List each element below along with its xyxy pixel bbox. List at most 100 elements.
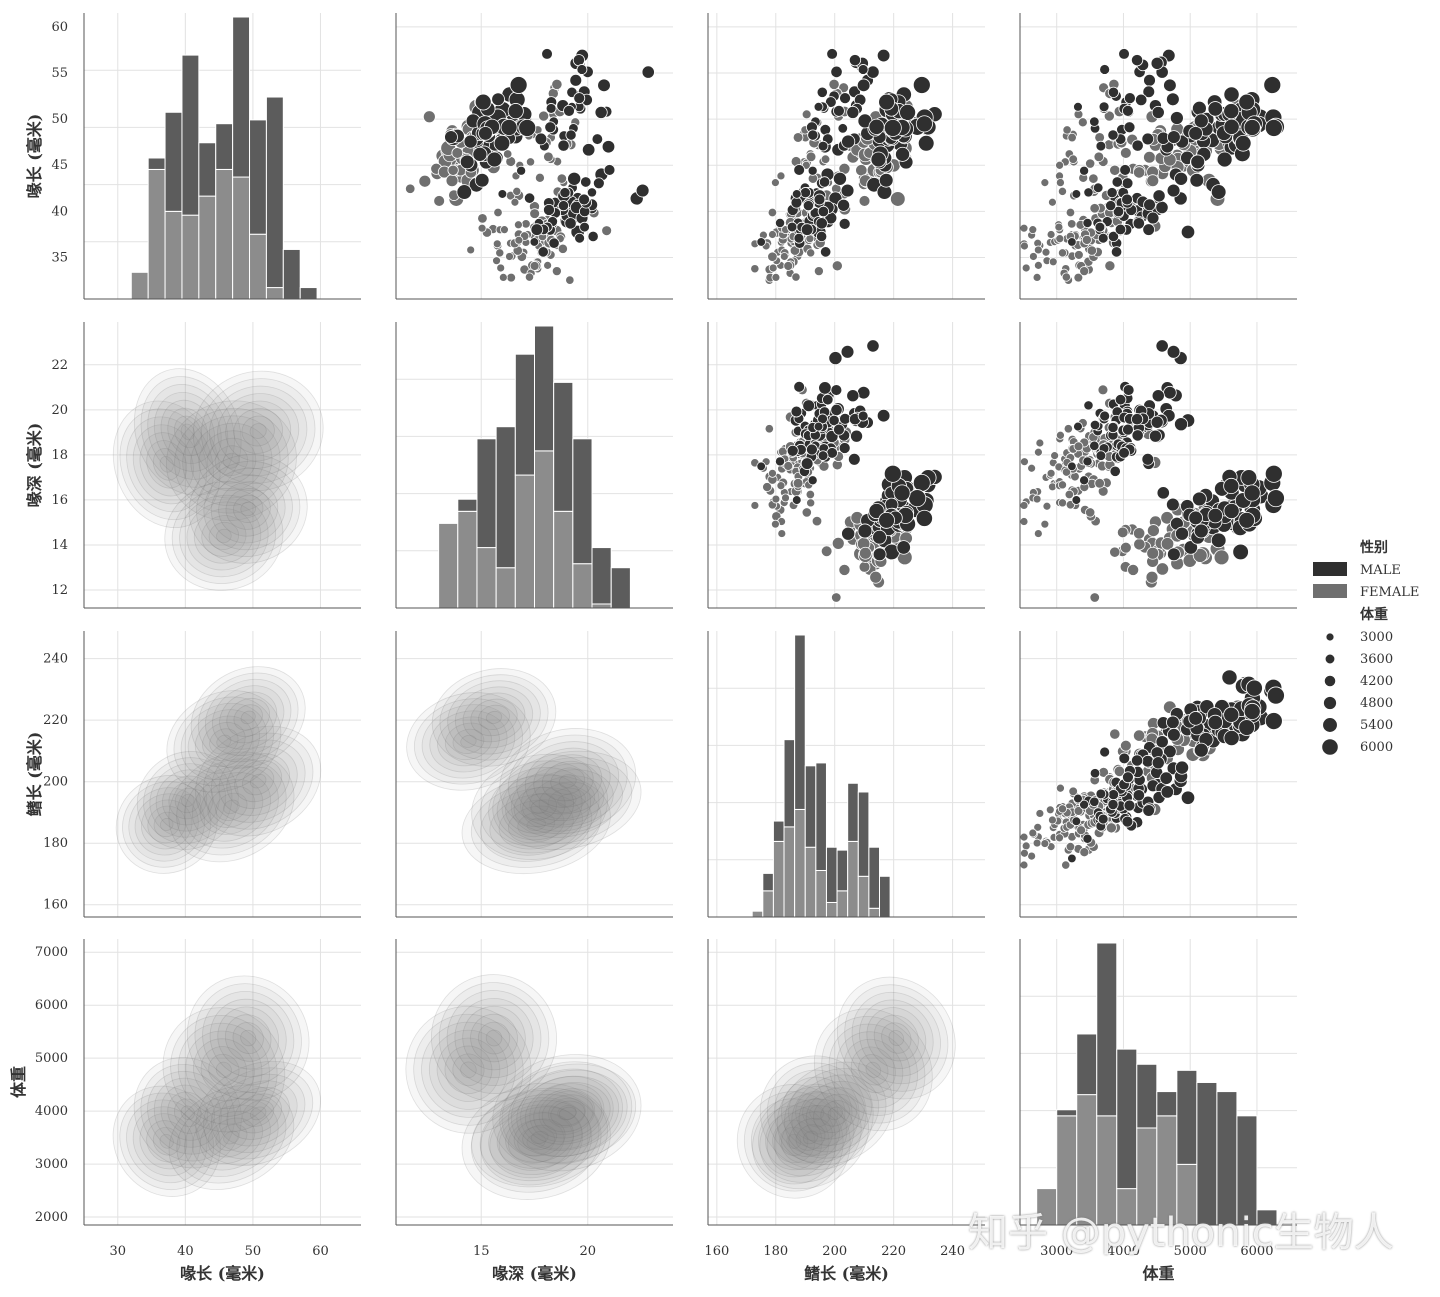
kde-layers — [112, 975, 321, 1197]
kde-contour — [776, 1061, 894, 1166]
scatter-point — [771, 519, 780, 529]
hist-bar-female — [181, 214, 200, 300]
kde-contour — [199, 779, 264, 835]
scatter-point — [1150, 56, 1164, 70]
kde-contour — [195, 1060, 321, 1166]
scatter-point — [790, 405, 803, 418]
scatter-point — [802, 200, 814, 212]
kde-contour — [202, 721, 246, 761]
scatter-point — [783, 261, 794, 271]
kde-contour — [160, 399, 215, 464]
scatter-point — [1166, 345, 1181, 359]
kde-contour — [813, 1093, 858, 1133]
scatter-point — [870, 151, 887, 168]
scatter-point — [1083, 187, 1094, 198]
scatter-point — [805, 489, 816, 500]
scatter-point — [530, 223, 544, 236]
hist-bar-male — [181, 54, 200, 216]
y-tick-label: 16 — [51, 493, 68, 508]
scatter-point — [1055, 783, 1065, 793]
scatter-point — [578, 193, 590, 206]
scatter-point — [597, 78, 611, 93]
scatter-point — [1064, 489, 1074, 500]
scatter-point — [1121, 193, 1133, 206]
scatter-point — [783, 461, 794, 471]
x-tick-label: 3000 — [1040, 1244, 1073, 1259]
scatter-point — [840, 345, 855, 359]
scatter-point — [1232, 543, 1249, 561]
scatter-point — [820, 545, 833, 558]
kde-contour — [133, 1057, 242, 1169]
hist-bar-female — [847, 840, 859, 918]
scatter-point — [1019, 517, 1029, 526]
kde-contour — [524, 1082, 611, 1145]
scatter-point — [848, 452, 861, 466]
scatter-point — [819, 246, 832, 258]
scatter-point — [1077, 117, 1088, 128]
hist-bar-female — [825, 901, 838, 918]
hist-bar-male — [794, 634, 806, 810]
hist-bar-male — [825, 846, 838, 903]
scatter-point — [1122, 771, 1134, 784]
scatter-point — [792, 132, 804, 143]
scatter-point — [1107, 86, 1120, 98]
scatter-point — [1155, 200, 1169, 215]
legend-size-marker — [1323, 674, 1337, 688]
scatter-point — [1073, 272, 1084, 283]
scatter-point — [1107, 789, 1120, 801]
kde-contour — [190, 422, 273, 499]
kde-contour — [208, 1053, 240, 1086]
scatter-point — [826, 48, 838, 60]
scatter-point — [1207, 714, 1224, 731]
kde-contour — [851, 991, 941, 1085]
scatter-point — [641, 65, 655, 79]
scatter-point — [1223, 477, 1240, 495]
scatter-point — [815, 217, 828, 230]
scatter-point — [820, 154, 831, 164]
hist-bar-male — [215, 123, 234, 170]
kde-contour — [773, 1069, 860, 1156]
kde-contour — [210, 474, 286, 544]
y-tick-label: 2000 — [35, 1210, 68, 1225]
scatter-point — [866, 339, 880, 353]
kde-contour — [436, 1037, 501, 1102]
kde-contour — [446, 990, 542, 1087]
scatter-point — [768, 468, 777, 478]
scatter-point — [1048, 815, 1057, 825]
kde-contour — [195, 725, 322, 837]
kde-contour — [828, 1023, 918, 1116]
scatter-point — [1082, 456, 1093, 467]
scatter-point — [830, 403, 843, 417]
kde-contour — [184, 1097, 279, 1177]
hist-bar-male — [1156, 1091, 1178, 1117]
scatter-point — [1028, 225, 1038, 235]
scatter-point — [503, 149, 513, 159]
scatter-point — [850, 429, 864, 443]
scatter-point — [1045, 805, 1055, 815]
kde-contour — [153, 1077, 222, 1148]
scatter-point — [818, 381, 832, 395]
scatter-point — [912, 473, 931, 492]
scatter-point — [1071, 189, 1082, 199]
kde-contour — [461, 774, 611, 875]
kde-contour — [147, 1070, 229, 1155]
scatter-point — [800, 457, 814, 470]
kde-contour — [184, 765, 279, 849]
kde-contour — [471, 1087, 608, 1188]
scatter-point — [1057, 804, 1067, 814]
kde-contour — [550, 767, 586, 795]
kde-contour — [454, 997, 534, 1079]
scatter-point — [846, 389, 860, 403]
kde-contour — [773, 1105, 848, 1170]
scatter-point — [883, 464, 902, 483]
y-tick-label: 40 — [51, 204, 68, 219]
scatter-point — [1167, 130, 1181, 144]
scatter-point — [1146, 546, 1160, 560]
scatter-point — [1073, 441, 1084, 452]
scatter-point — [1174, 760, 1190, 775]
kde-contour — [139, 432, 194, 497]
kde-contour — [197, 672, 299, 763]
kde-contour — [174, 787, 201, 814]
kde-contour — [529, 775, 605, 826]
